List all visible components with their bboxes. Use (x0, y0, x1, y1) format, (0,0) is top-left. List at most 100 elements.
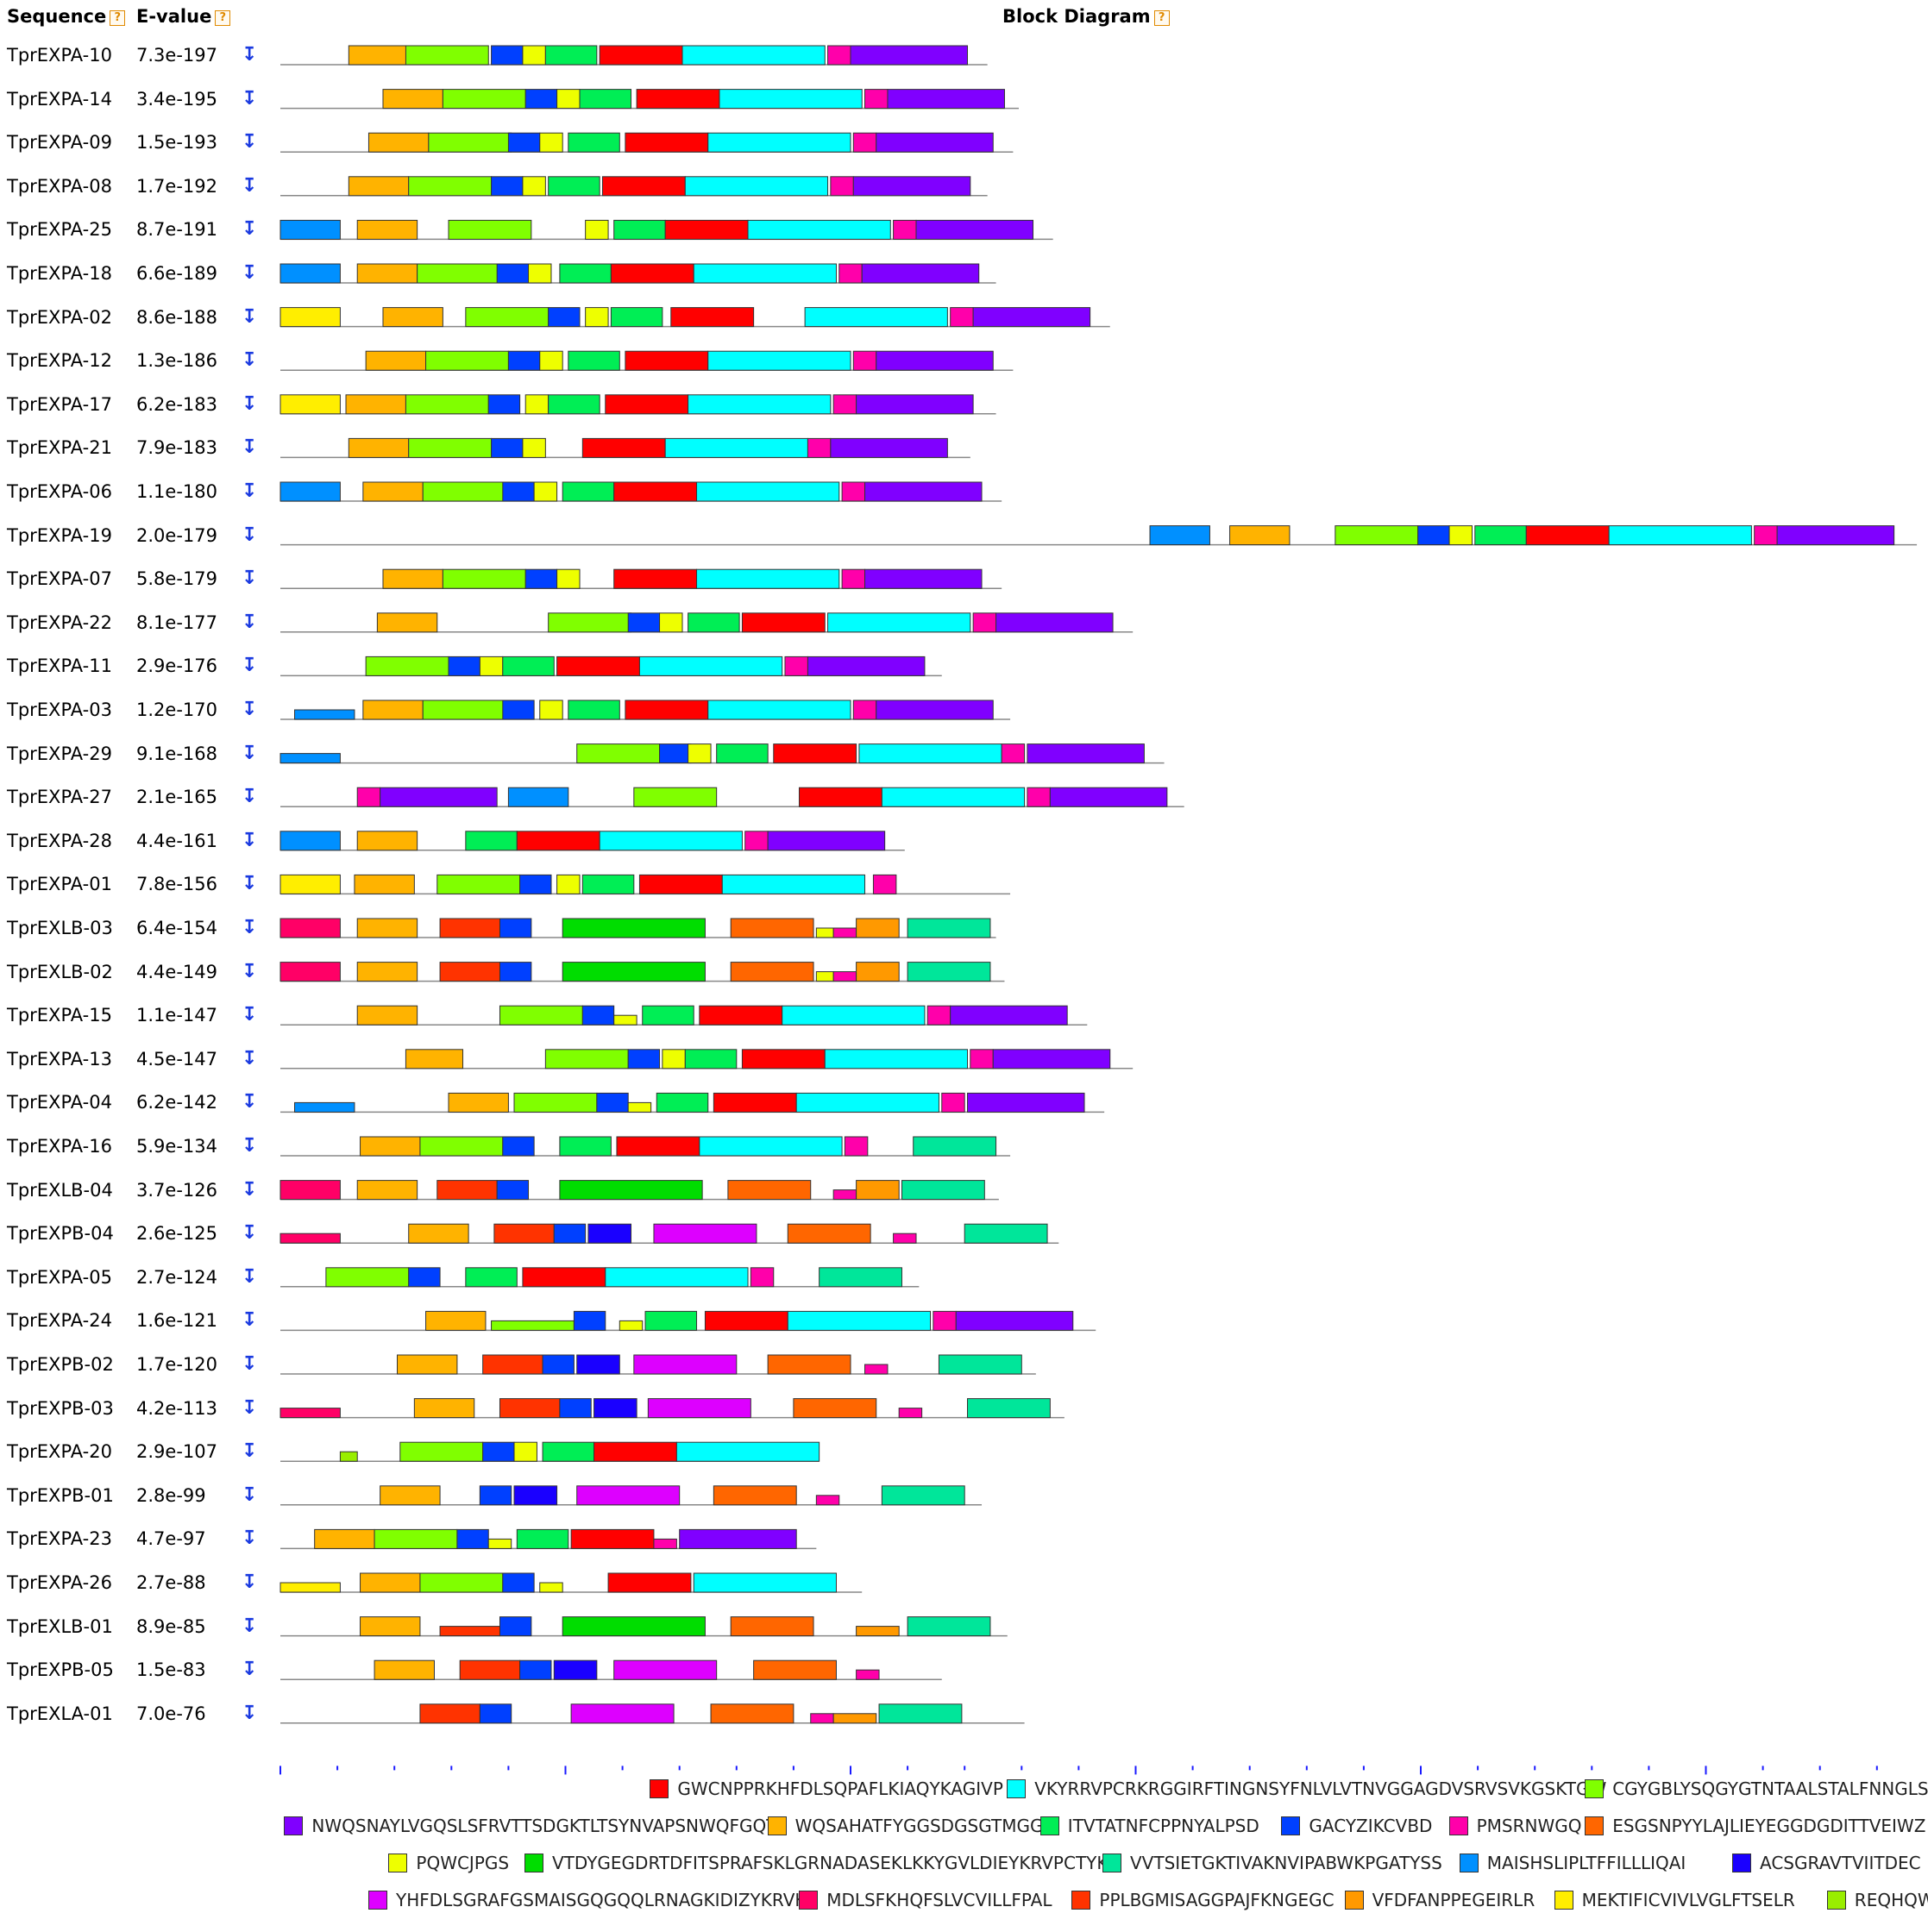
motif-block-14[interactable] (587, 1223, 632, 1244)
motif-block-7[interactable] (499, 962, 532, 982)
motif-block-3[interactable] (499, 1005, 583, 1026)
motif-block-1[interactable] (670, 307, 755, 328)
download-arrow-icon[interactable]: ↧ (242, 1527, 258, 1550)
motif-block-5[interactable] (314, 1528, 375, 1549)
motif-block-10[interactable] (528, 263, 552, 284)
motif-block-1[interactable] (625, 132, 709, 153)
motif-block-4[interactable] (864, 568, 983, 589)
motif-block-2[interactable] (858, 743, 1002, 764)
download-arrow-icon[interactable]: ↧ (242, 1571, 258, 1593)
motif-block-10[interactable] (659, 612, 683, 633)
motif-block-6[interactable] (559, 1136, 612, 1157)
motif-block-16[interactable] (279, 1180, 341, 1201)
motif-block-5[interactable] (413, 1398, 475, 1419)
motif-block-8[interactable] (933, 1310, 957, 1331)
motif-block-1[interactable] (605, 394, 689, 415)
motif-block-8[interactable] (950, 307, 974, 328)
download-arrow-icon[interactable]: ↧ (242, 1265, 258, 1288)
motif-block-4[interactable] (950, 1005, 1068, 1026)
download-arrow-icon[interactable]: ↧ (242, 960, 258, 982)
motif-block-1[interactable] (616, 1136, 700, 1157)
motif-block-7[interactable] (487, 394, 521, 415)
motif-block-3[interactable] (422, 699, 506, 720)
motif-block-9[interactable] (730, 1616, 814, 1637)
motif-block-7[interactable] (627, 612, 661, 633)
motif-block-6[interactable] (502, 656, 555, 676)
motif-block-11[interactable] (559, 1180, 703, 1201)
motif-block-6[interactable] (544, 45, 598, 66)
motif-block-8[interactable] (864, 89, 889, 110)
motif-block-6[interactable] (465, 1267, 518, 1288)
motif-block-3[interactable] (419, 1136, 504, 1157)
motif-block-4[interactable] (967, 1092, 1085, 1113)
motif-block-4[interactable] (876, 132, 994, 153)
motif-block-4[interactable] (864, 481, 983, 502)
motif-block-17[interactable] (439, 962, 500, 982)
motif-block-5[interactable] (362, 699, 424, 720)
download-arrow-icon[interactable]: ↧ (242, 611, 258, 633)
download-arrow-icon[interactable]: ↧ (242, 87, 258, 110)
motif-block-7[interactable] (456, 1528, 489, 1549)
motif-block-8[interactable] (970, 1049, 994, 1070)
motif-block-5[interactable] (405, 1049, 464, 1070)
motif-block-4[interactable] (876, 699, 994, 720)
motif-block-10[interactable] (815, 971, 834, 982)
motif-block-1[interactable] (593, 1441, 677, 1462)
motif-block-12[interactable] (901, 1180, 985, 1201)
help-icon[interactable]: ? (110, 10, 126, 26)
motif-block-19[interactable] (279, 307, 341, 328)
motif-block-1[interactable] (1525, 525, 1610, 546)
motif-block-8[interactable] (784, 656, 808, 676)
motif-block-7[interactable] (659, 743, 692, 764)
motif-block-2[interactable] (787, 1310, 932, 1331)
motif-block-1[interactable] (522, 1267, 606, 1288)
motif-block-7[interactable] (502, 481, 535, 502)
motif-block-2[interactable] (675, 1441, 820, 1462)
motif-block-14[interactable] (593, 1398, 637, 1419)
motif-block-3[interactable] (442, 89, 526, 110)
motif-block-10[interactable] (556, 568, 581, 589)
motif-block-18[interactable] (832, 1713, 877, 1724)
motif-block-15[interactable] (633, 1354, 738, 1375)
motif-block-2[interactable] (827, 612, 971, 633)
motif-block-8[interactable] (941, 1092, 965, 1113)
motif-block-1[interactable] (773, 743, 857, 764)
motif-block-4[interactable] (876, 350, 994, 371)
motif-block-6[interactable] (548, 394, 600, 415)
motif-block-2[interactable] (684, 176, 829, 197)
motif-block-10[interactable] (815, 927, 834, 938)
motif-block-5[interactable] (365, 350, 427, 371)
motif-block-2[interactable] (782, 1005, 926, 1026)
motif-block-4[interactable] (1027, 743, 1145, 764)
motif-block-15[interactable] (576, 1485, 681, 1506)
motif-block-2[interactable] (707, 350, 851, 371)
motif-block-12[interactable] (938, 1354, 1022, 1375)
motif-block-9[interactable] (727, 1180, 812, 1201)
download-arrow-icon[interactable]: ↧ (242, 873, 258, 895)
motif-block-6[interactable] (581, 874, 635, 894)
motif-block-3[interactable] (399, 1441, 484, 1462)
download-arrow-icon[interactable]: ↧ (242, 436, 258, 459)
motif-block-13[interactable] (294, 1101, 355, 1113)
motif-block-16[interactable] (279, 962, 341, 982)
motif-block-7[interactable] (502, 1572, 535, 1593)
motif-block-19[interactable] (279, 394, 341, 415)
motif-block-10[interactable] (1448, 525, 1473, 546)
motif-block-7[interactable] (524, 89, 558, 110)
motif-block-1[interactable] (741, 612, 826, 633)
motif-block-8[interactable] (852, 132, 877, 153)
motif-block-1[interactable] (581, 437, 666, 458)
motif-block-17[interactable] (499, 1398, 561, 1419)
motif-block-5[interactable] (360, 1616, 421, 1637)
motif-block-4[interactable] (850, 45, 969, 66)
motif-block-17[interactable] (439, 1626, 500, 1637)
motif-block-9[interactable] (787, 1223, 871, 1244)
motif-block-2[interactable] (824, 1049, 969, 1070)
motif-block-5[interactable] (356, 831, 418, 851)
motif-block-1[interactable] (599, 45, 683, 66)
motif-block-17[interactable] (493, 1223, 555, 1244)
motif-block-18[interactable] (856, 1180, 900, 1201)
motif-block-5[interactable] (362, 481, 424, 502)
motif-block-14[interactable] (576, 1354, 620, 1375)
motif-block-10[interactable] (524, 394, 550, 415)
